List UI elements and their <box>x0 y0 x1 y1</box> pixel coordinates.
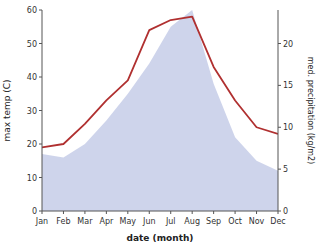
page: {"chart_data": {"type": "line", "x_label… <box>0 0 318 247</box>
y2-tick-label: 0 <box>283 207 288 216</box>
y2-tick <box>278 127 281 128</box>
x-tick <box>192 211 193 214</box>
y-tick <box>39 211 42 212</box>
y-tick-label: 60 <box>27 6 37 15</box>
y2-tick <box>278 43 281 44</box>
x-tick <box>170 211 171 214</box>
y-axis-label: max temp (C) <box>2 79 12 141</box>
plot-area <box>42 10 278 211</box>
x-tick <box>84 211 85 214</box>
y2-tick <box>278 169 281 170</box>
y-tick <box>39 10 42 11</box>
chart: JanFebMarAprMayJunJulAugSepOctNovDec0102… <box>0 0 318 247</box>
y-tick <box>39 144 42 145</box>
y-tick <box>39 177 42 178</box>
x-tick <box>256 211 257 214</box>
x-tick-label: Apr <box>99 217 114 226</box>
y-tick-label: 20 <box>27 140 37 149</box>
y2-tick-label: 20 <box>283 40 293 49</box>
x-tick-label: Jul <box>165 217 176 226</box>
x-tick-label: Jan <box>35 217 48 226</box>
y-tick-label: 50 <box>27 40 37 49</box>
x-tick-label: May <box>120 217 137 226</box>
x-tick <box>149 211 150 214</box>
y2-tick <box>278 211 281 212</box>
x-tick-label: Feb <box>56 217 70 226</box>
x-tick-label: Mar <box>77 217 93 226</box>
y2-axis-label: med. precipitation (kg/m2) <box>306 57 315 164</box>
x-tick-label: Aug <box>184 217 200 226</box>
x-tick <box>213 211 214 214</box>
x-tick <box>127 211 128 214</box>
y2-tick-label: 5 <box>283 165 288 174</box>
y2-tick <box>278 85 281 86</box>
y2-tick-label: 10 <box>283 123 293 132</box>
x-tick-label: Dec <box>270 217 285 226</box>
x-axis-label: date (month) <box>127 233 194 243</box>
x-axis-line <box>42 211 278 212</box>
x-tick <box>106 211 107 214</box>
y2-tick-label: 15 <box>283 81 293 90</box>
x-tick <box>235 211 236 214</box>
y-tick-label: 10 <box>27 174 37 183</box>
x-tick-label: Nov <box>249 217 265 226</box>
y-tick-label: 0 <box>32 207 37 216</box>
y-tick-label: 40 <box>27 73 37 82</box>
x-tick-label: Sep <box>206 217 221 226</box>
y-tick <box>39 77 42 78</box>
y-tick <box>39 110 42 111</box>
y2-axis-line <box>278 10 279 211</box>
y-tick <box>39 43 42 44</box>
y-tick-label: 30 <box>27 107 37 116</box>
temp-line <box>42 17 278 148</box>
x-tick-label: Oct <box>228 217 242 226</box>
x-tick <box>63 211 64 214</box>
x-tick-label: Jun <box>142 217 156 226</box>
precip-area <box>42 10 278 211</box>
